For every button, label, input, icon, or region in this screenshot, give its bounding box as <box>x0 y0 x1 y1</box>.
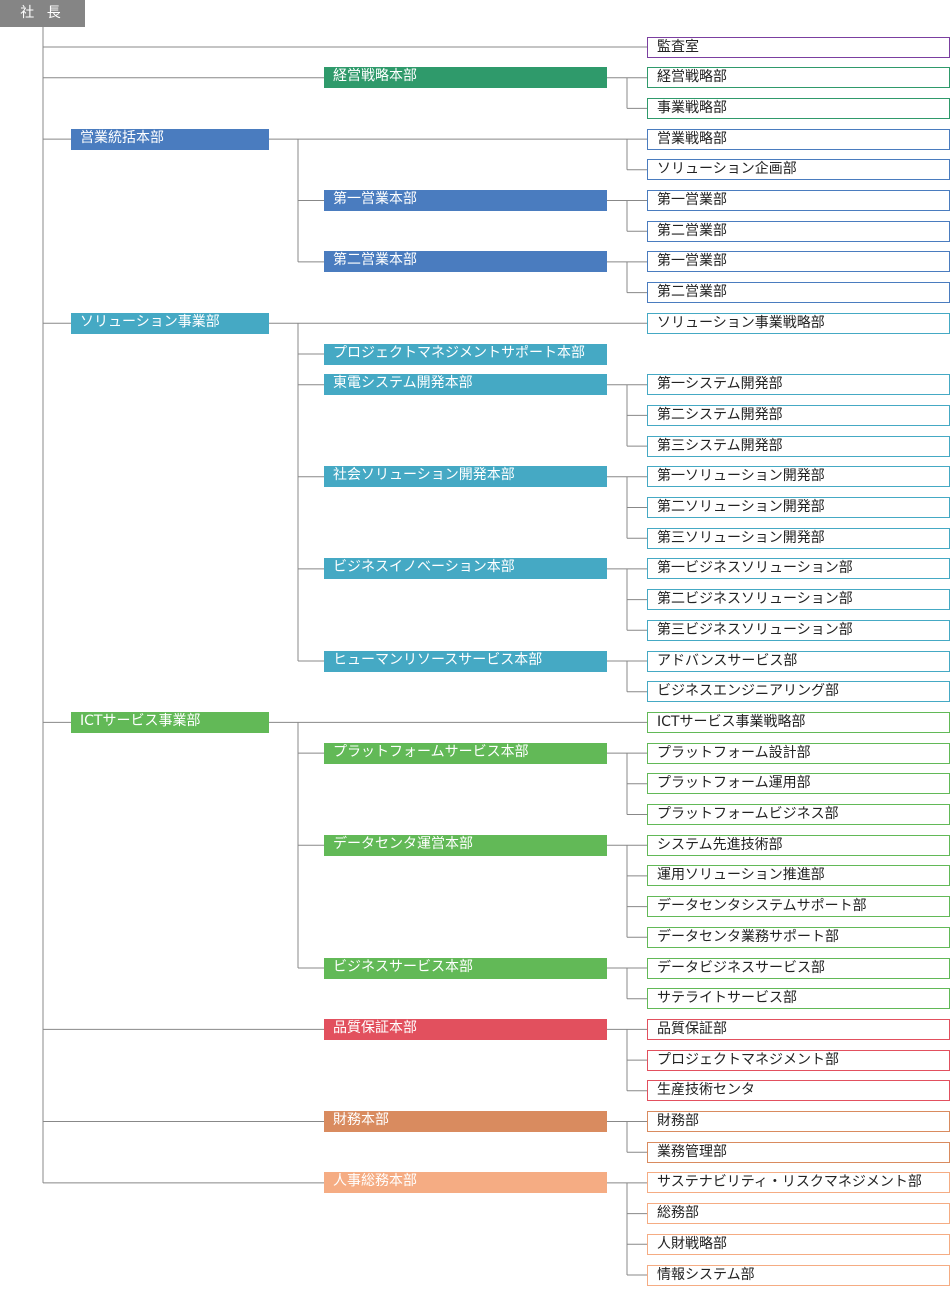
dept-box: サステナビリティ・リスクマネジメント部 <box>647 1172 950 1194</box>
dept-box: 財務部 <box>647 1111 950 1132</box>
hq-box: 財務本部 <box>324 1111 607 1132</box>
hq-box: 社会ソリューション開発本部 <box>324 466 607 488</box>
dept-box: システム先進技術部 <box>647 834 950 856</box>
hq-box: プロジェクトマネジメントサポート本部 <box>324 343 607 365</box>
dept-box: 第二システム開発部 <box>647 404 950 426</box>
dept-box: 総務部 <box>647 1203 950 1225</box>
hq-box: ヒューマンリソースサービス本部 <box>324 650 607 672</box>
dept-box: 第二営業部 <box>647 220 950 242</box>
dept-box: サテライトサービス部 <box>647 988 950 1010</box>
dept-box: ソリューション企画部 <box>647 159 950 181</box>
hq-box: 第二営業本部 <box>324 251 607 273</box>
hq-box: 東電システム開発本部 <box>324 374 607 396</box>
dept-box: 事業戦略部 <box>647 97 950 119</box>
hq-box: データセンタ運営本部 <box>324 834 607 856</box>
hq-box: 経営戦略本部 <box>324 67 607 89</box>
dept-box: 情報システム部 <box>647 1264 950 1286</box>
dept-box: データセンタ業務サポート部 <box>647 926 950 948</box>
dept-box: 業務管理部 <box>647 1141 950 1163</box>
dept-box: プラットフォーム運用部 <box>647 773 950 795</box>
dept-box: ソリューション事業戦略部 <box>647 312 950 334</box>
dept-box: 第三ビジネスソリューション部 <box>647 619 950 641</box>
dept-box: 運用ソリューション推進部 <box>647 865 950 887</box>
dept-box: プロジェクトマネジメント部 <box>647 1049 950 1071</box>
dept-box: プラットフォーム設計部 <box>647 742 950 764</box>
dept-box: 第一営業部 <box>647 251 950 273</box>
dept-box: 第一ソリューション開発部 <box>647 466 950 488</box>
dept-box: 経営戦略部 <box>647 67 950 89</box>
dept-box: プラットフォームビジネス部 <box>647 804 950 825</box>
dept-box: ビジネスエンジニアリング部 <box>647 681 950 703</box>
hq-box: ビジネスサービス本部 <box>324 957 607 979</box>
dept-box: 営業戦略部 <box>647 128 950 150</box>
dept-box: 生産技術センタ <box>647 1080 950 1102</box>
dept-box: 第二ソリューション開発部 <box>647 497 950 518</box>
dept-box: 第一システム開発部 <box>647 374 950 396</box>
dept-box: 監査室 <box>647 36 950 58</box>
dept-box: 第一ビジネスソリューション部 <box>647 558 950 580</box>
dept-box: データビジネスサービス部 <box>647 957 950 979</box>
hq-box: プラットフォームサービス本部 <box>324 742 607 764</box>
dept-box: 第二ビジネスソリューション部 <box>647 589 950 611</box>
dept-box: アドバンスサービス部 <box>647 650 950 672</box>
dept-box: 第一営業部 <box>647 190 950 211</box>
dept-box: 人財戦略部 <box>647 1233 950 1255</box>
president-box: 社 長 <box>0 0 85 27</box>
hq-box: ビジネスイノベーション本部 <box>324 558 607 580</box>
dept-box: 第二営業部 <box>647 282 950 304</box>
dept-box: データセンタシステムサポート部 <box>647 896 950 918</box>
hq-box: 第一営業本部 <box>324 190 607 211</box>
division-box: 営業統括本部 <box>71 128 269 150</box>
dept-box: 第三システム開発部 <box>647 435 950 457</box>
dept-box: ICTサービス事業戦略部 <box>647 711 950 733</box>
dept-box: 品質保証部 <box>647 1018 950 1040</box>
division-box: ソリューション事業部 <box>71 312 269 334</box>
dept-box: 第三ソリューション開発部 <box>647 527 950 549</box>
hq-box: 品質保証本部 <box>324 1018 607 1040</box>
division-box: ICTサービス事業部 <box>71 711 269 733</box>
hq-box: 人事総務本部 <box>324 1172 607 1194</box>
